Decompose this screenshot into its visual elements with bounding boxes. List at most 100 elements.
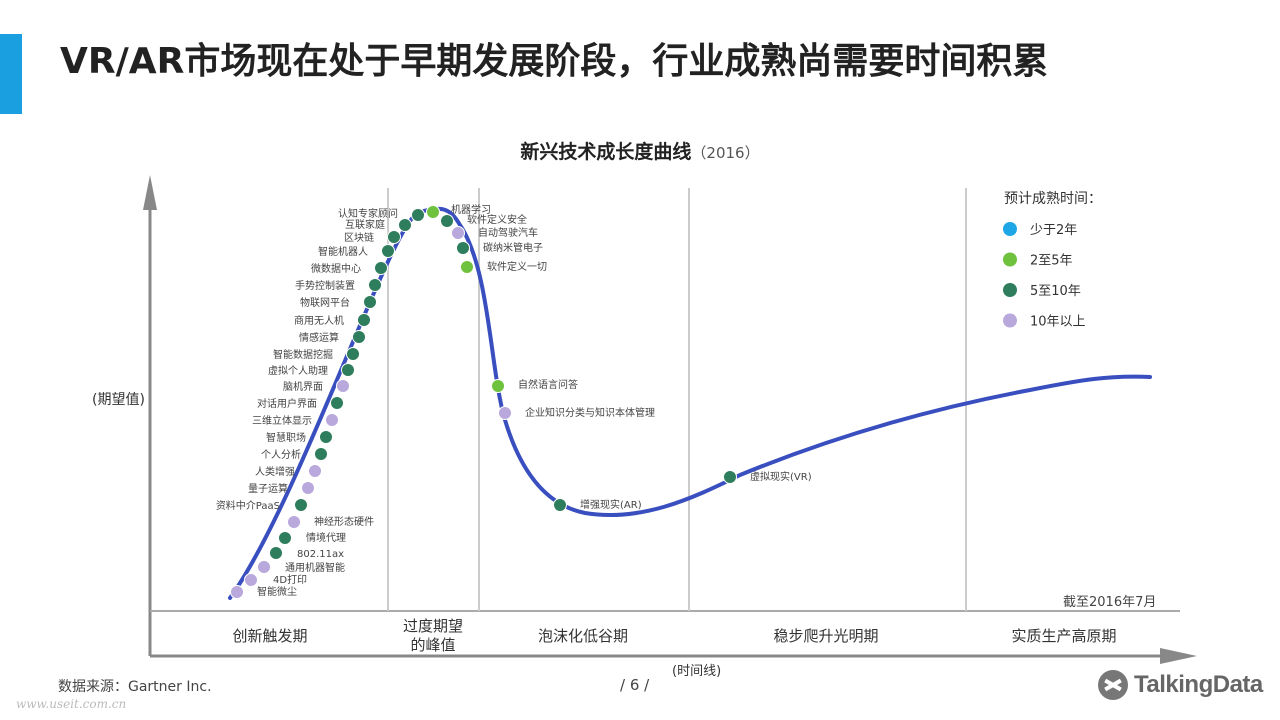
tech-label: 互联家庭 xyxy=(345,218,385,231)
tech-label: 人类增强 xyxy=(255,465,295,478)
page-number: / 6 / xyxy=(620,676,650,694)
tech-point xyxy=(460,260,474,274)
watermark: www.useit.com.cn xyxy=(16,697,127,711)
tech-point xyxy=(330,396,344,410)
tech-point xyxy=(319,430,333,444)
phase-label: 稳步爬升光明期 xyxy=(773,627,878,645)
tech-point xyxy=(336,379,350,393)
tech-label: 个人分析 xyxy=(261,448,301,461)
tech-label: 物联网平台 xyxy=(300,296,350,309)
tech-point xyxy=(456,241,470,255)
chart-subtitle: （2016） xyxy=(691,144,760,162)
tech-point xyxy=(411,208,425,222)
tech-point xyxy=(278,531,292,545)
page-title: VR/AR市场现在处于早期发展阶段，行业成熟尚需要时间积累 xyxy=(60,41,1049,82)
tech-point xyxy=(440,214,454,228)
tech-label: 自动驾驶汽车 xyxy=(478,226,538,239)
tech-label: 增强现实(AR) xyxy=(580,498,642,511)
tech-point xyxy=(230,585,244,599)
tech-point xyxy=(387,230,401,244)
tech-point xyxy=(491,379,505,393)
tech-point xyxy=(398,218,412,232)
tech-label: 智能数据挖掘 xyxy=(273,348,333,361)
tech-point xyxy=(257,560,271,574)
tech-label: 智能微尘 xyxy=(257,585,297,598)
tech-point xyxy=(426,205,440,219)
tech-point xyxy=(308,464,322,478)
tech-label: 三维立体显示 xyxy=(252,414,312,427)
tech-label: 智能机器人 xyxy=(318,245,368,258)
phase-label: 泡沫化低谷期 xyxy=(538,627,628,645)
legend-swatch xyxy=(1003,283,1017,297)
tech-point xyxy=(352,330,366,344)
phase-label: 创新触发期 xyxy=(232,627,307,645)
tech-label: 情境代理 xyxy=(306,531,346,544)
tech-label: 脑机界面 xyxy=(283,380,323,393)
legend-title: 预计成熟时间： xyxy=(1004,191,1102,207)
tech-label: 虚拟现实(VR) xyxy=(750,470,812,483)
tech-label: 自然语言问答 xyxy=(518,378,578,391)
legend-label: 2至5年 xyxy=(1030,254,1073,269)
tech-label: 资料中介PaaS xyxy=(216,499,280,512)
tech-label: 区块链 xyxy=(344,231,374,244)
tech-point xyxy=(244,573,258,587)
phase-label: 过度期望的峰值 xyxy=(403,617,463,654)
hype-curve xyxy=(228,206,1152,600)
logo-icon xyxy=(1098,670,1128,700)
logo-text: TalkingData xyxy=(1134,671,1263,698)
chart-title-text: 新兴技术成长度曲线 xyxy=(520,141,692,163)
tech-point xyxy=(287,515,301,529)
tech-label: 对话用户界面 xyxy=(257,397,317,410)
tech-label: 虚拟个人助理 xyxy=(268,364,328,377)
tech-point xyxy=(498,406,512,420)
x-axis-arrow xyxy=(1160,648,1197,664)
talkingdata-logo: TalkingData xyxy=(1098,670,1263,700)
tech-point xyxy=(294,498,308,512)
tech-label: 通用机器智能 xyxy=(285,561,345,574)
tech-label: 智慧职场 xyxy=(266,431,306,444)
tech-point xyxy=(451,226,465,240)
legend-label: 10年以上 xyxy=(1030,315,1086,330)
data-source: 数据来源：Gartner Inc. xyxy=(58,679,212,695)
tech-label: 软件定义安全 xyxy=(467,213,527,226)
tech-label: 802.11ax xyxy=(297,549,344,560)
legend-swatch xyxy=(1003,222,1017,236)
legend-label: 5至10年 xyxy=(1030,284,1081,299)
tech-point xyxy=(357,313,371,327)
tech-point xyxy=(301,481,315,495)
x-axis-label: (时间线) xyxy=(672,664,721,679)
tech-label: 神经形态硬件 xyxy=(314,515,374,528)
tech-label: 手势控制装置 xyxy=(295,279,355,292)
tech-label: 4D打印 xyxy=(273,573,307,586)
tech-point xyxy=(381,244,395,258)
tech-label: 机器学习 xyxy=(451,203,491,216)
tech-label: 微数据中心 xyxy=(311,262,361,275)
legend-label: 少于2年 xyxy=(1030,223,1077,238)
tech-label: 认知专家顾问 xyxy=(338,207,398,220)
tech-point xyxy=(346,347,360,361)
phase-label: 实质生产高原期 xyxy=(1011,627,1116,645)
chart-title: 新兴技术成长度曲线（2016） xyxy=(0,137,1280,164)
tech-label: 情感运算 xyxy=(299,331,339,344)
legend-swatch xyxy=(1003,252,1017,267)
accent-bar xyxy=(0,34,22,114)
y-axis-arrow xyxy=(143,175,157,210)
tech-label: 软件定义一切 xyxy=(487,260,547,273)
tech-label: 碳纳米管电子 xyxy=(483,241,543,254)
tech-label: 商用无人机 xyxy=(294,314,344,327)
legend-swatch xyxy=(1003,313,1017,328)
tech-point xyxy=(723,470,737,484)
tech-point xyxy=(269,546,283,560)
tech-point xyxy=(374,261,388,275)
tech-point xyxy=(363,295,377,309)
tech-point xyxy=(314,447,328,461)
y-axis-label: (期望值) xyxy=(92,392,145,408)
tech-label: 量子运算 xyxy=(248,482,288,495)
tech-point xyxy=(341,363,355,377)
tech-point xyxy=(553,498,567,512)
tech-point xyxy=(325,413,339,427)
as-of-note: 截至2016年7月 xyxy=(1063,595,1156,610)
tech-label: 企业知识分类与知识本体管理 xyxy=(525,406,655,419)
tech-point xyxy=(368,278,382,292)
